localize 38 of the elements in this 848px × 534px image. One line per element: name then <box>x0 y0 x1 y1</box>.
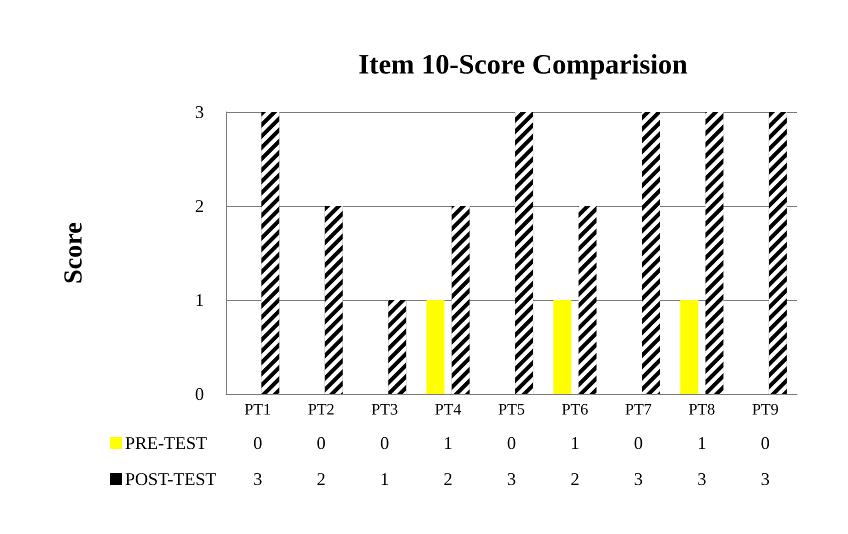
legend-label: POST-TEST <box>125 469 216 489</box>
data-label: 0 <box>380 433 390 453</box>
data-label: 3 <box>507 469 516 489</box>
data-label: 3 <box>697 469 706 489</box>
x-tick-label: PT2 <box>308 402 335 418</box>
y-axis-title: Score <box>58 222 88 284</box>
chart-title: Item 10-Score Comparision <box>358 50 688 80</box>
data-label: 3 <box>760 469 770 489</box>
x-tick-label: PT5 <box>498 402 525 418</box>
x-tick-label: PT9 <box>752 402 779 418</box>
data-label: 2 <box>316 469 326 489</box>
x-tick-label: PT1 <box>244 402 272 418</box>
y-tick-label: 3 <box>195 102 204 122</box>
x-tick-label: PT8 <box>688 402 716 418</box>
data-label: 0 <box>760 433 770 453</box>
x-tick-label: PT3 <box>371 402 398 418</box>
data-label: 0 <box>634 433 643 453</box>
data-label: 0 <box>253 433 262 453</box>
data-label: 2 <box>444 469 453 489</box>
data-label: 2 <box>570 469 580 489</box>
data-label: 3 <box>634 469 643 489</box>
y-tick-label: 0 <box>195 384 204 404</box>
x-tick-label: PT7 <box>625 402 652 418</box>
bar <box>426 300 444 394</box>
data-label: 1 <box>444 433 453 453</box>
x-tick-label: PT4 <box>434 402 462 418</box>
bar <box>680 300 698 394</box>
data-label: 0 <box>316 433 326 453</box>
legend-label: PRE-TEST <box>125 433 208 453</box>
y-tick-label: 1 <box>195 290 204 310</box>
x-tick-label: PT6 <box>562 402 588 418</box>
data-label: 1 <box>380 469 390 489</box>
data-label: 0 <box>507 433 516 453</box>
data-label: 1 <box>697 433 706 453</box>
bar <box>553 300 572 394</box>
y-tick-label: 2 <box>195 196 204 216</box>
data-label: 3 <box>253 469 262 489</box>
data-label: 1 <box>570 433 580 453</box>
